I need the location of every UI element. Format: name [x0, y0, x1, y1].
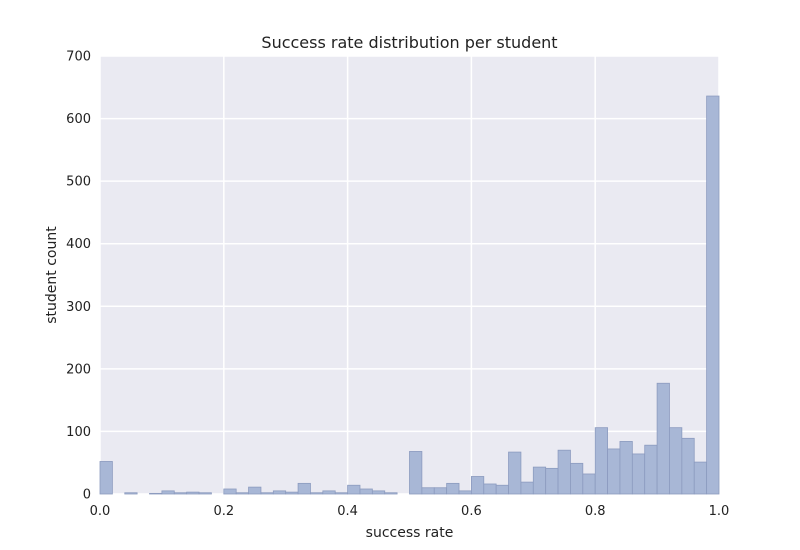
y-tick-label: 500: [66, 175, 91, 190]
y-tick-label: 300: [66, 300, 91, 315]
histogram-bar: [285, 491, 299, 495]
histogram-bar: [706, 95, 720, 495]
histogram-bar: [334, 492, 349, 495]
histogram-bar: [656, 382, 670, 495]
histogram-bar: [594, 427, 608, 495]
histogram-bar: [409, 451, 423, 495]
histogram-bar: [198, 492, 212, 495]
histogram-bar: [545, 467, 559, 495]
y-tick-label: 700: [66, 50, 91, 65]
histogram-bar: [297, 482, 311, 495]
histogram-bar: [260, 492, 274, 495]
histogram-bar: [173, 492, 188, 495]
histogram-bar: [384, 492, 398, 495]
histogram-bar: [582, 473, 596, 495]
y-tick-label: 600: [66, 112, 91, 127]
histogram-bar: [446, 482, 460, 495]
plot-background: [100, 56, 719, 494]
histogram-bar: [310, 492, 324, 495]
histogram-bar: [371, 490, 386, 495]
histogram-bar: [693, 461, 708, 495]
histogram-bar: [322, 490, 336, 495]
histogram-bar: [458, 490, 472, 495]
x-tick-label: 0.4: [337, 504, 358, 519]
histogram-bar: [433, 487, 448, 495]
histogram-bar: [149, 492, 163, 495]
histogram-bar: [520, 481, 534, 495]
x-axis-title: success rate: [366, 525, 454, 541]
histogram-bar: [186, 491, 200, 495]
histogram-bar: [124, 492, 138, 495]
y-tick-label: 100: [66, 425, 91, 440]
histogram-bar: [631, 453, 646, 495]
histogram-bar: [470, 476, 485, 495]
y-tick-label: 400: [66, 237, 91, 252]
histogram-bar: [223, 488, 237, 495]
histogram-bar: [508, 451, 522, 495]
histogram-bar: [681, 437, 695, 495]
y-axis-title: student count: [44, 226, 60, 324]
histogram-bar: [495, 484, 509, 495]
histogram-bar: [644, 444, 658, 495]
x-tick-label: 0.2: [213, 504, 234, 519]
histogram-bar: [347, 484, 361, 495]
histogram-bar: [248, 486, 262, 495]
x-tick-label: 0.6: [461, 504, 482, 519]
bars: [99, 95, 720, 495]
x-tick-label: 0.8: [585, 504, 606, 519]
histogram-bar: [421, 487, 435, 495]
histogram-bar: [161, 490, 175, 495]
histogram-bar: [570, 462, 584, 495]
y-tick-label: 0: [83, 488, 91, 503]
histogram-bar: [607, 448, 621, 495]
histogram-bar: [557, 449, 571, 495]
histogram-bar: [272, 490, 287, 495]
x-tick-label: 1.0: [709, 504, 730, 519]
histogram-bar: [99, 461, 113, 495]
tick-labels: 0.0 0.2 0.4 0.6 0.8 1.0 0 100 200 300 400 500 600 700: [66, 50, 729, 520]
histogram-bar: [483, 483, 497, 495]
histogram-bar: [235, 492, 249, 495]
y-tick-label: 200: [66, 362, 91, 377]
histogram-bar: [532, 466, 547, 495]
histogram-bar: [359, 488, 373, 495]
chart-title: Success rate distribution per student: [261, 33, 557, 52]
histogram-bar: [669, 427, 683, 495]
histogram-bar: [619, 441, 633, 495]
x-tick-label: 0.0: [90, 504, 111, 519]
